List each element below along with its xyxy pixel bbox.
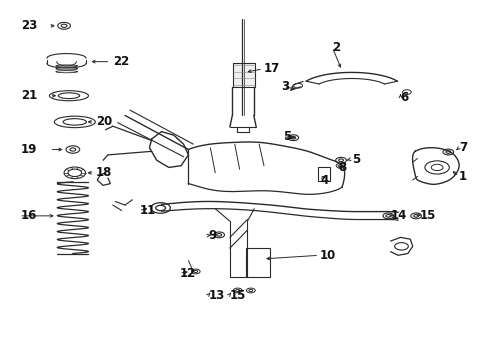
Text: 15: 15 — [229, 289, 246, 302]
Text: 22: 22 — [113, 55, 129, 68]
Text: 18: 18 — [96, 166, 112, 179]
Text: 11: 11 — [140, 204, 156, 217]
Text: 8: 8 — [338, 161, 346, 174]
Text: 7: 7 — [458, 141, 466, 154]
Text: 15: 15 — [419, 209, 435, 222]
Text: 5: 5 — [351, 153, 359, 166]
Text: 16: 16 — [21, 210, 38, 222]
Text: 9: 9 — [207, 229, 216, 242]
Text: 6: 6 — [400, 91, 408, 104]
Text: 1: 1 — [458, 170, 466, 183]
Bar — [317, 167, 329, 181]
Text: 21: 21 — [21, 89, 38, 102]
Text: 23: 23 — [21, 19, 38, 32]
Text: 12: 12 — [180, 267, 196, 280]
Text: 3: 3 — [281, 80, 288, 93]
Text: 4: 4 — [320, 174, 327, 186]
Text: 5: 5 — [283, 130, 291, 144]
Bar — [233, 63, 254, 87]
Text: 19: 19 — [21, 143, 38, 156]
Text: 14: 14 — [390, 209, 407, 222]
Text: 2: 2 — [331, 41, 340, 54]
Text: 10: 10 — [320, 249, 336, 262]
Bar — [245, 248, 270, 277]
Text: 13: 13 — [208, 289, 224, 302]
Text: 20: 20 — [96, 116, 112, 129]
Text: 17: 17 — [264, 62, 280, 75]
